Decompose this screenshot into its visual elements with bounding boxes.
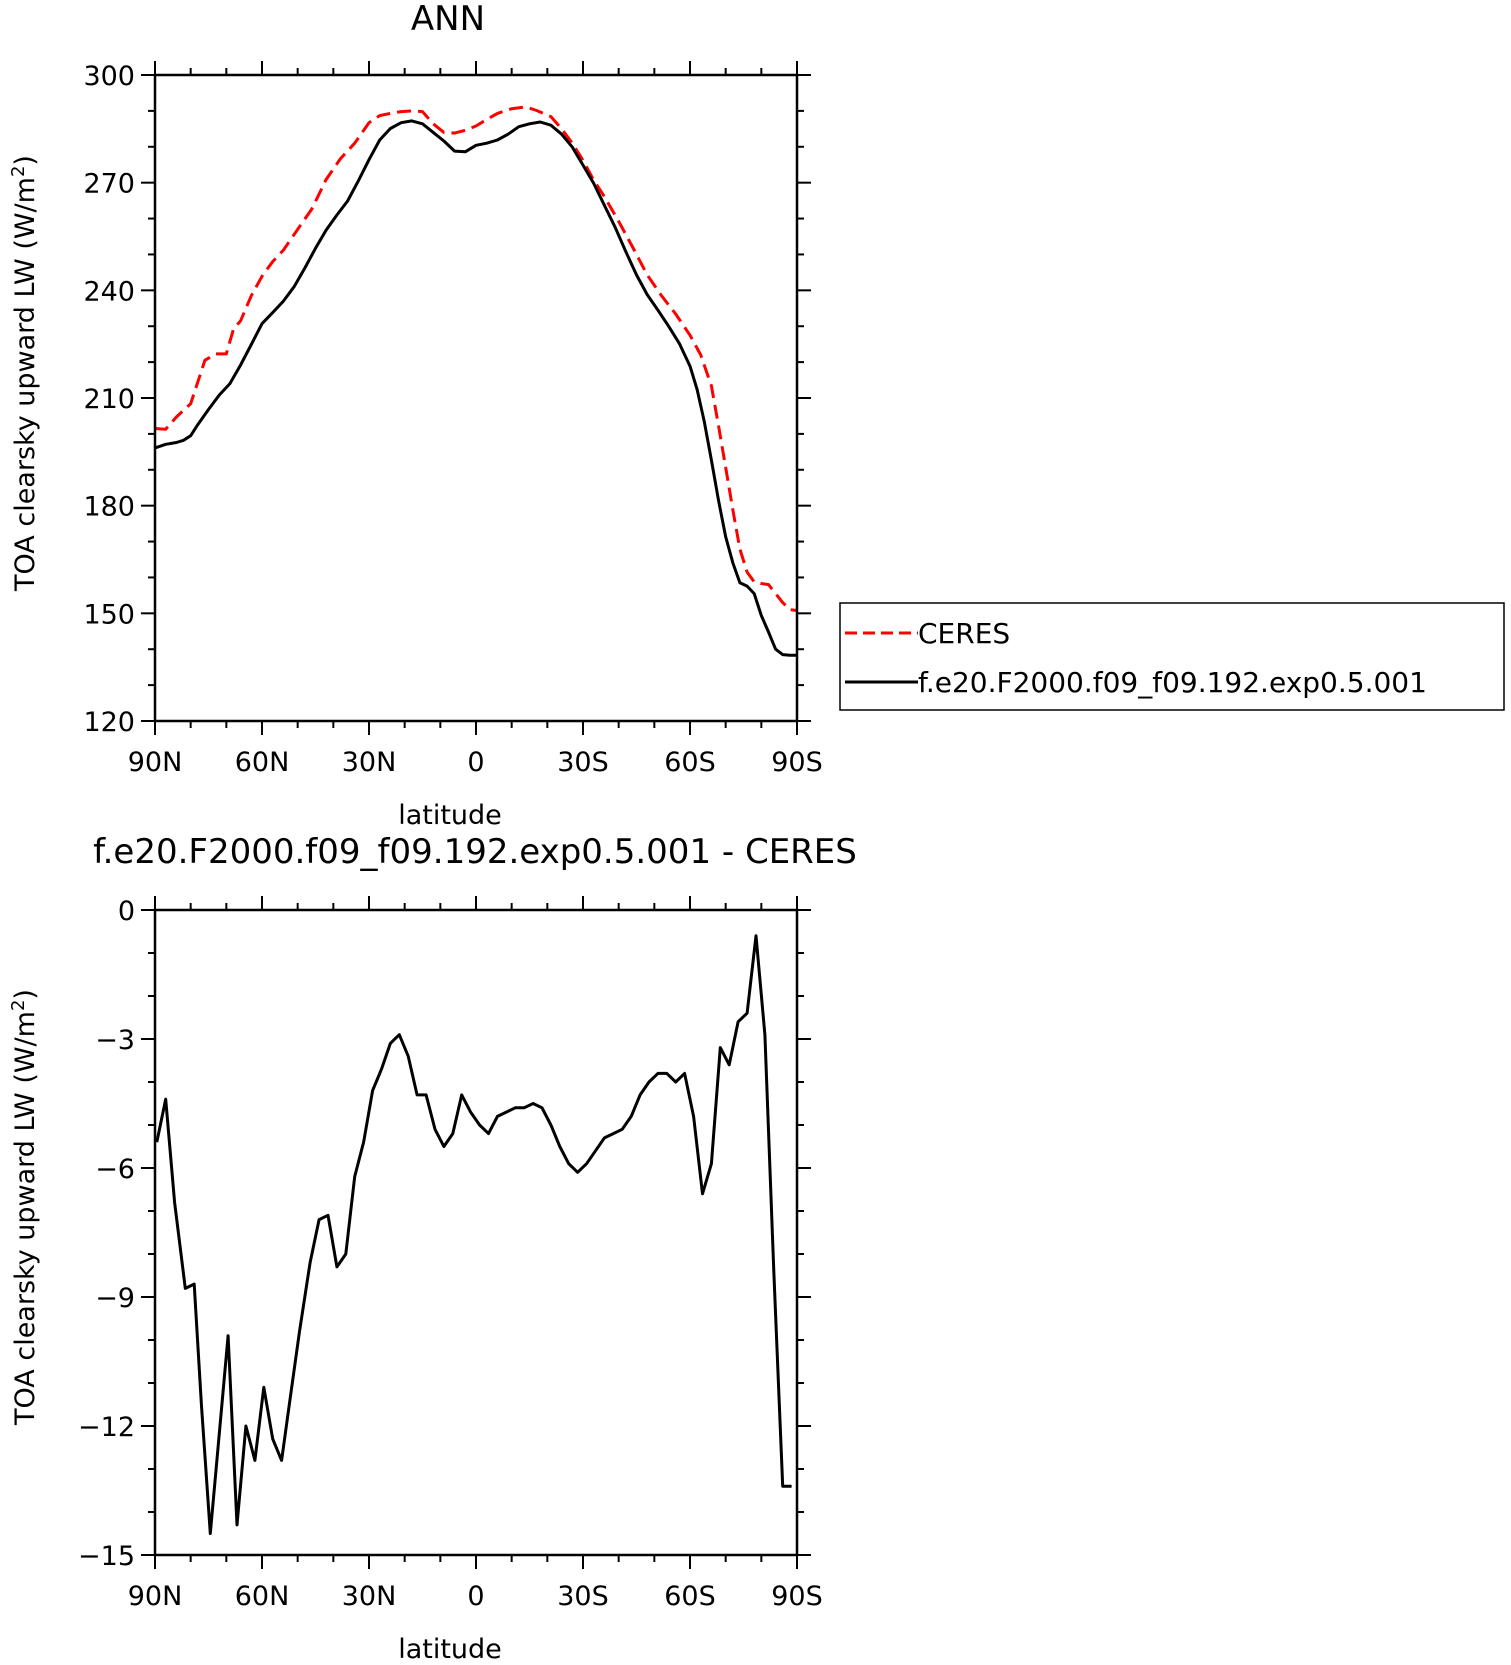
y-tick-label: 240 bbox=[83, 276, 135, 307]
y-tick-label: 180 bbox=[83, 492, 135, 523]
y-tick-label: 210 bbox=[83, 384, 135, 415]
x-tick-label: 0 bbox=[467, 747, 484, 778]
x-tick-label: 60S bbox=[664, 747, 716, 778]
x-tick-label: 90S bbox=[771, 747, 823, 778]
y-tick-label: −3 bbox=[95, 1025, 135, 1056]
x-axis-label: latitude bbox=[398, 800, 502, 831]
series-layer bbox=[155, 107, 797, 655]
chart-title: f.e20.F2000.f09_f09.192.exp0.5.001 - CER… bbox=[93, 832, 857, 872]
x-tick-label: 30S bbox=[557, 1581, 609, 1612]
x-tick-label: 30N bbox=[342, 747, 397, 778]
y-axis-label: TOA clearsky upward LW (W/m2) bbox=[8, 155, 41, 592]
y-tick-label: −9 bbox=[95, 1283, 135, 1314]
x-tick-label: 30N bbox=[342, 1581, 397, 1612]
y-tick-label: 150 bbox=[83, 599, 135, 630]
y-tick-label: 120 bbox=[83, 707, 135, 738]
series-layer bbox=[157, 936, 792, 1534]
y-tick-label: −15 bbox=[78, 1541, 135, 1572]
y-tick-label: −6 bbox=[95, 1154, 135, 1185]
x-axis-label: latitude bbox=[398, 1634, 502, 1665]
x-tick-label: 30S bbox=[557, 747, 609, 778]
ticks: 90N 60N 30N 0 30S 60S 90S −15 −12 −9 −6 −3 0 bbox=[78, 896, 823, 1612]
y-tick-label: 0 bbox=[118, 896, 135, 927]
x-tick-label: 60N bbox=[235, 747, 290, 778]
y-tick-label: 270 bbox=[83, 169, 135, 200]
chart-panel-ann: ANN latitude TOA clearsky upward LW (W/m… bbox=[8, 0, 823, 831]
chart-title: ANN bbox=[411, 0, 485, 39]
x-tick-label: 90N bbox=[128, 1581, 183, 1612]
series-line-difference bbox=[157, 936, 792, 1534]
x-tick-label: 90N bbox=[128, 747, 183, 778]
y-axis-label: TOA clearsky upward LW (W/m2) bbox=[8, 989, 41, 1426]
x-tick-label: 60N bbox=[235, 1581, 290, 1612]
series-line-ceres bbox=[155, 107, 797, 611]
y-tick-label: −12 bbox=[78, 1412, 135, 1443]
legend: CERES f.e20.F2000.f09_f09.192.exp0.5.001 bbox=[840, 603, 1504, 710]
legend-label-model: f.e20.F2000.f09_f09.192.exp0.5.001 bbox=[918, 666, 1427, 699]
x-tick-label: 0 bbox=[467, 1581, 484, 1612]
legend-label-ceres: CERES bbox=[918, 617, 1010, 650]
plot-frame bbox=[155, 75, 797, 721]
chart-panel-difference: f.e20.F2000.f09_f09.192.exp0.5.001 - CER… bbox=[8, 832, 857, 1665]
y-tick-label: 300 bbox=[83, 61, 135, 92]
x-tick-label: 90S bbox=[771, 1581, 823, 1612]
x-tick-label: 60S bbox=[664, 1581, 716, 1612]
series-line-model bbox=[155, 121, 797, 655]
ticks: 90N 60N 30N 0 30S 60S 90S 120 150 180 210 240 270 300 bbox=[83, 61, 822, 778]
plot-frame bbox=[155, 910, 797, 1555]
